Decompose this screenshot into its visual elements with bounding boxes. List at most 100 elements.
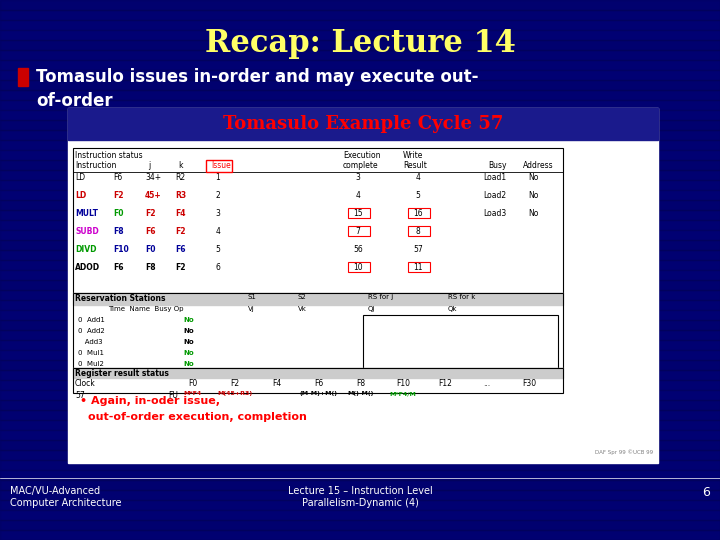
Text: Qk: Qk (448, 306, 457, 312)
Text: F0: F0 (189, 379, 197, 388)
Text: Lecture 15 – Instruction Level
Parallelism-Dynamic (4): Lecture 15 – Instruction Level Paralleli… (287, 486, 433, 508)
Text: 34+: 34+ (145, 173, 161, 182)
Text: 5: 5 (215, 245, 220, 254)
Text: DIVD: DIVD (75, 245, 96, 254)
Text: M(45+R3): M(45+R3) (217, 391, 253, 396)
Bar (68, 108, 658, 463)
Bar (348, 262, 370, 272)
Text: RS for j: RS for j (368, 294, 393, 300)
Bar (0, 440, 720, 450)
Bar (0, 290, 720, 300)
Bar (0, 270, 720, 280)
Text: 2: 2 (215, 191, 220, 200)
Text: MAC/VU-Advanced
Computer Architecture: MAC/VU-Advanced Computer Architecture (10, 486, 122, 508)
Text: Load1: Load1 (483, 173, 506, 182)
Bar (0, 50, 720, 60)
Bar (73, 293, 563, 368)
Bar (408, 226, 430, 236)
Text: No: No (528, 173, 539, 182)
Bar (0, 30, 720, 40)
Text: Vj: Vj (248, 306, 255, 312)
Bar (0, 170, 720, 180)
Text: No: No (528, 209, 539, 218)
Bar (0, 530, 720, 540)
Text: out-of-order execution, completion: out-of-order execution, completion (88, 412, 307, 422)
Bar (0, 190, 720, 200)
Bar (0, 0, 720, 10)
Bar (0, 390, 720, 400)
Text: 15: 15 (354, 209, 363, 218)
Text: F6: F6 (315, 379, 323, 388)
Text: No: No (183, 361, 194, 367)
Bar (206, 160, 232, 172)
Bar (0, 130, 720, 140)
Text: 10: 10 (354, 263, 363, 272)
Bar (73, 368, 563, 378)
Text: Recap: Lecture 14: Recap: Lecture 14 (204, 28, 516, 59)
Bar (0, 430, 720, 440)
Text: No: No (183, 339, 194, 345)
Text: F12: F12 (438, 379, 452, 388)
Text: Reservation Stations: Reservation Stations (75, 294, 166, 303)
Bar (73, 293, 563, 305)
Text: F8: F8 (145, 263, 156, 272)
Text: 11: 11 (413, 263, 423, 272)
Bar (0, 200, 720, 210)
Text: F10: F10 (396, 379, 410, 388)
Bar (0, 180, 720, 190)
Text: F6: F6 (175, 245, 186, 254)
Text: 56: 56 (353, 245, 363, 254)
Bar (408, 262, 430, 272)
Text: 3: 3 (356, 173, 361, 182)
Bar (0, 140, 720, 150)
Bar (0, 250, 720, 260)
Bar (0, 100, 720, 110)
Text: F0: F0 (113, 209, 124, 218)
Text: • Again, in-oder issue,: • Again, in-oder issue, (80, 396, 220, 406)
Bar (18, 68, 28, 86)
Bar (0, 150, 720, 160)
Bar (0, 120, 720, 130)
Text: Load2: Load2 (483, 191, 506, 200)
Bar (0, 370, 720, 380)
Text: 0  Add2: 0 Add2 (78, 328, 104, 334)
Text: S1: S1 (248, 294, 257, 300)
Text: Load3: Load3 (483, 209, 506, 218)
Text: DAF Spr 99 ©UCB 99: DAF Spr 99 ©UCB 99 (595, 449, 653, 455)
Bar (0, 320, 720, 330)
Bar (0, 350, 720, 360)
Bar (0, 330, 720, 340)
Text: F0: F0 (145, 245, 156, 254)
Bar (0, 60, 720, 70)
Bar (0, 220, 720, 230)
Text: Busy: Busy (488, 161, 506, 170)
Bar (0, 460, 720, 470)
Text: ADOD: ADOD (75, 263, 100, 272)
Bar (0, 420, 720, 430)
Text: F4: F4 (272, 379, 282, 388)
Text: 45+: 45+ (145, 191, 161, 200)
Text: 1: 1 (215, 173, 220, 182)
Text: F4: F4 (175, 209, 186, 218)
Bar (0, 210, 720, 220)
Bar (0, 340, 720, 350)
Bar (68, 108, 658, 140)
Bar (0, 10, 720, 20)
Text: Tomasulo Example Cycle 57: Tomasulo Example Cycle 57 (222, 115, 503, 133)
Text: M()-M(): M()-M() (348, 391, 374, 396)
Text: Instruction: Instruction (75, 161, 117, 170)
Bar (408, 208, 430, 218)
Bar (0, 260, 720, 270)
Text: Time  Name  Busy Op: Time Name Busy Op (108, 306, 184, 312)
Text: Clock: Clock (75, 379, 96, 388)
Bar (348, 208, 370, 218)
Text: F2: F2 (145, 209, 156, 218)
Text: 6: 6 (702, 486, 710, 499)
Text: 7: 7 (356, 227, 361, 236)
Bar (0, 470, 720, 480)
Text: 57: 57 (413, 245, 423, 254)
Bar (0, 400, 720, 410)
Text: ...: ... (483, 379, 490, 388)
Text: M*F4: M*F4 (184, 391, 202, 396)
Bar (0, 240, 720, 250)
